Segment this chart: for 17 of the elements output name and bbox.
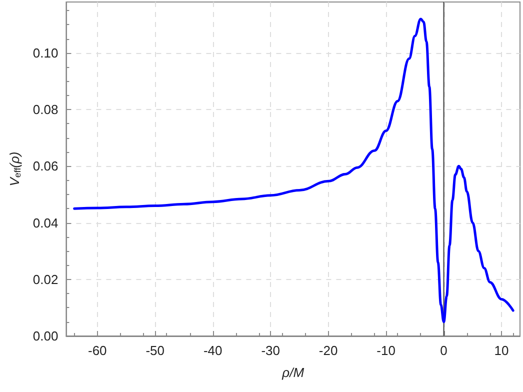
x-tick-label: -10 [376, 343, 396, 358]
x-tick-label: 0 [440, 343, 448, 358]
y-tick-label: 0.02 [32, 272, 58, 287]
x-axis-title: ρ/M [281, 365, 304, 380]
y-tick-label: 0.10 [32, 45, 58, 60]
y-tick-label: 0.00 [32, 328, 58, 344]
x-tick-label: -60 [88, 343, 107, 358]
x-tick-label: -30 [261, 343, 280, 358]
y-tick-label: 0.04 [32, 215, 58, 230]
x-tick-label: -50 [146, 343, 165, 358]
line-series [73, 18, 514, 324]
y-axis-title: Veff(ρ) [7, 152, 22, 186]
x-tick-label: -20 [318, 343, 338, 358]
x-tick-label: -40 [203, 343, 222, 358]
y-tick-label: 0.06 [32, 158, 58, 174]
y-tick-label: 0.08 [32, 102, 58, 118]
x-tick-label: 10 [494, 343, 509, 358]
